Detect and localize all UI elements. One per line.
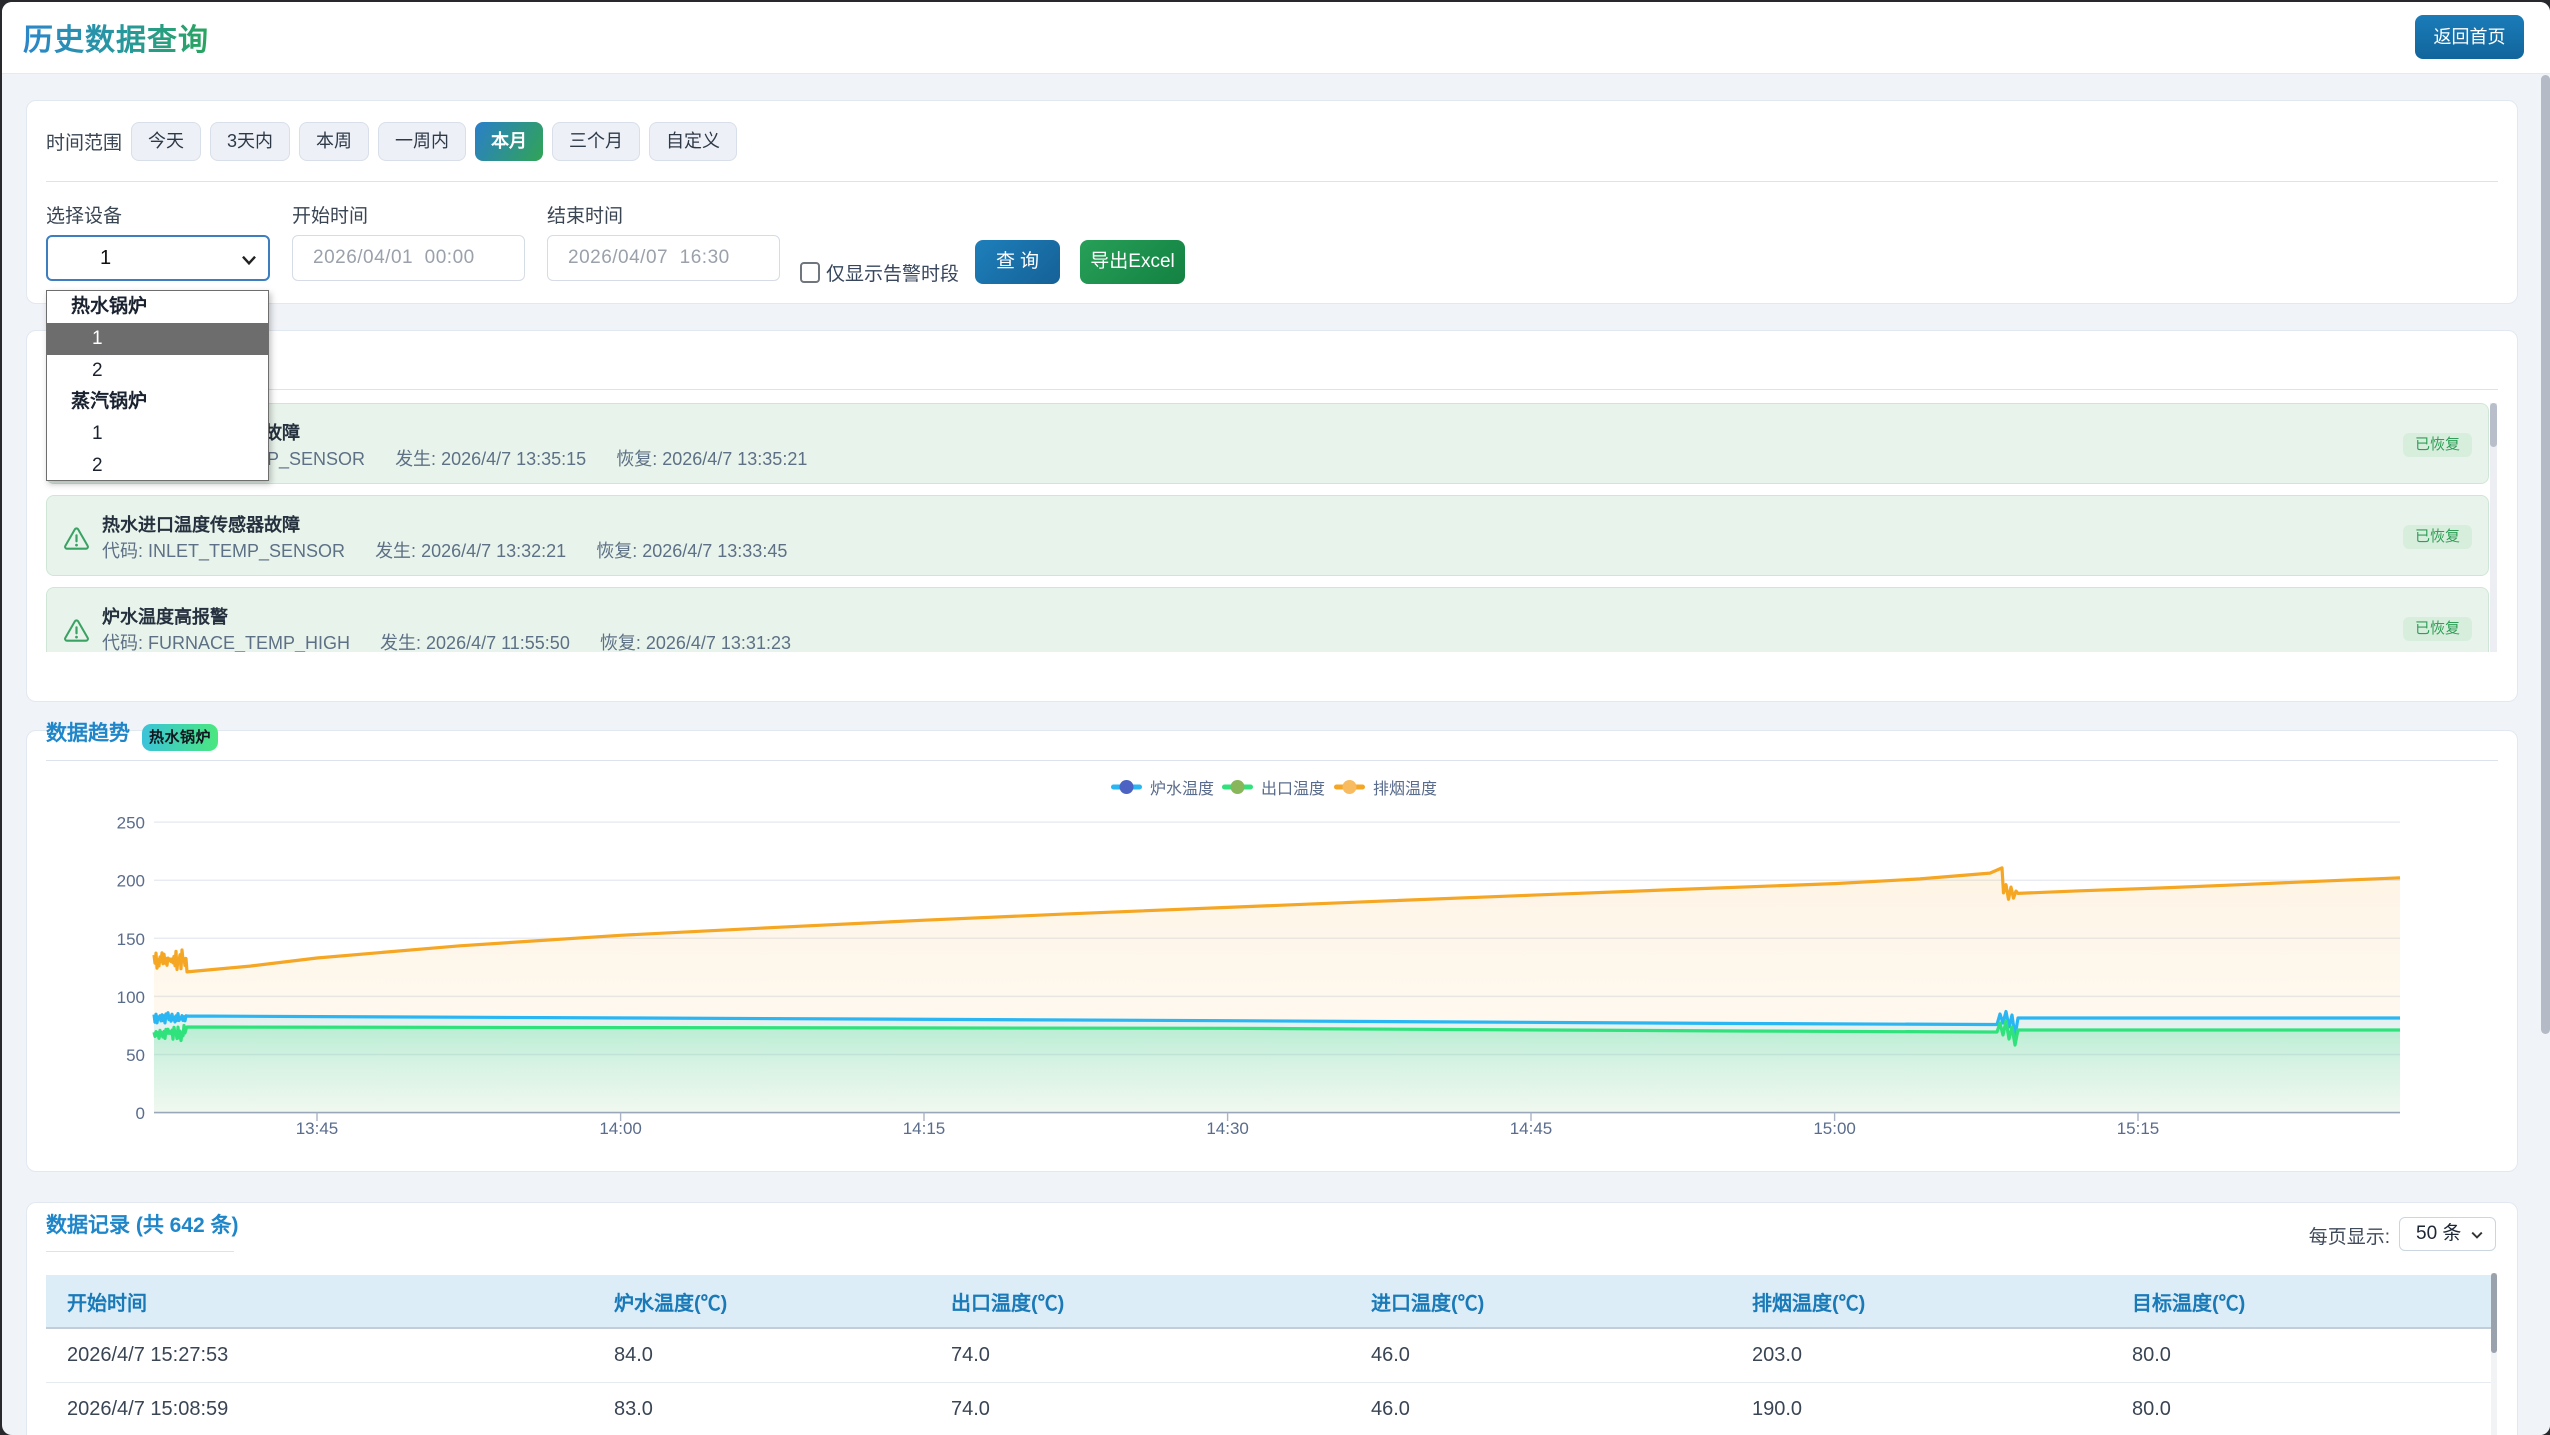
svg-text:13:45: 13:45 bbox=[296, 1119, 339, 1138]
svg-text:出口温度: 出口温度 bbox=[1261, 780, 1325, 798]
svg-text:14:00: 14:00 bbox=[599, 1119, 642, 1138]
svg-text:炉水温度: 炉水温度 bbox=[1150, 780, 1214, 798]
svg-text:200: 200 bbox=[117, 872, 145, 891]
svg-text:0: 0 bbox=[136, 1104, 145, 1123]
svg-text:50: 50 bbox=[126, 1046, 145, 1065]
svg-text:100: 100 bbox=[117, 988, 145, 1007]
svg-text:14:30: 14:30 bbox=[1206, 1119, 1249, 1138]
svg-text:15:00: 15:00 bbox=[1813, 1119, 1856, 1138]
svg-text:14:15: 14:15 bbox=[903, 1119, 946, 1138]
svg-text:150: 150 bbox=[117, 930, 145, 949]
svg-text:250: 250 bbox=[117, 814, 145, 833]
svg-text:排烟温度: 排烟温度 bbox=[1373, 780, 1437, 798]
svg-text:15:15: 15:15 bbox=[2117, 1119, 2160, 1138]
svg-text:14:45: 14:45 bbox=[1510, 1119, 1553, 1138]
